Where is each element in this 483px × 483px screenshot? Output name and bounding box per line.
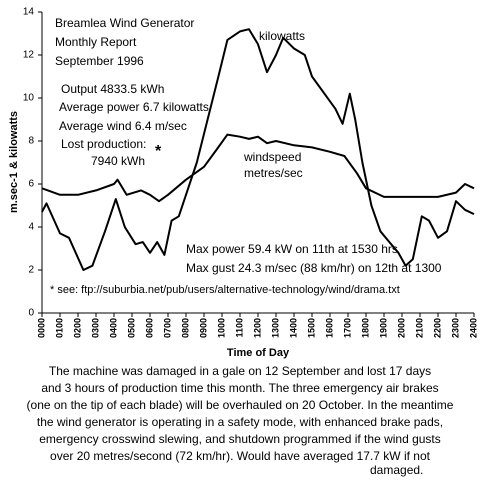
x-tick-label: 0500 — [126, 318, 136, 338]
x-tick-label: 1400 — [288, 318, 298, 338]
x-tick-label: 1900 — [378, 318, 388, 338]
x-tick-label: 0400 — [108, 318, 118, 338]
x-tick-label: 0300 — [90, 318, 100, 338]
annotation: September 1996 — [55, 54, 144, 68]
y-tick-label: 0 — [28, 308, 34, 319]
x-tick-label: 0200 — [72, 318, 82, 338]
y-tick-label: 6 — [28, 179, 34, 190]
x-tick-label: 0100 — [54, 318, 64, 338]
line-series — [41, 28, 475, 271]
y-axis-label: m.sec-1 & kilowatts — [8, 111, 20, 213]
caption-line: emergency crosswind slewing, and shutdow… — [39, 432, 441, 446]
y-tick-label: 4 — [28, 222, 34, 233]
x-tick-label: 1500 — [306, 318, 316, 338]
x-tick-label: 1700 — [342, 318, 352, 338]
x-tick-label: 0800 — [180, 318, 190, 338]
series-label: windspeed — [243, 150, 301, 164]
annotation: Max power 59.4 kW on 11th at 1530 hrs — [186, 242, 398, 256]
x-tick-label: 2000 — [396, 318, 406, 338]
caption-line: and 3 hours of production time this mont… — [41, 381, 438, 395]
series-label: metres/sec — [244, 166, 303, 180]
x-tick-label: 0600 — [144, 318, 154, 338]
line-series — [41, 133, 475, 203]
annotation: Max gust 24.3 m/sec (88 km/hr) on 12th a… — [186, 261, 442, 275]
x-tick-label: 1200 — [252, 318, 262, 338]
x-tick-label: 0000 — [36, 318, 46, 338]
x-tick-label: 0900 — [198, 318, 208, 338]
x-tick-label: 0700 — [162, 318, 172, 338]
y-tick-label: 8 — [28, 136, 34, 147]
annotation: Breamlea Wind Generator — [55, 16, 194, 30]
annotation: Average wind 6.4 m/sec — [59, 119, 187, 133]
caption-line: damaged. — [370, 463, 423, 477]
x-axis-label: Time of Day — [227, 347, 290, 359]
x-tick-label: 1100 — [234, 318, 244, 338]
annotation: Monthly Report — [55, 35, 137, 49]
caption-line: (one on the tip of each blade) will be o… — [27, 398, 454, 412]
annotation: * — [155, 143, 162, 160]
caption-line: The machine was damaged in a gale on 12 … — [49, 364, 431, 378]
x-tick-label: 2400 — [468, 318, 478, 338]
x-tick-label: 1600 — [324, 318, 334, 338]
x-tick-label: 1000 — [216, 318, 226, 338]
annotation: * see: ftp://suburbia.net/pub/users/alte… — [50, 284, 400, 296]
annotation: Lost production: — [61, 137, 146, 151]
annotation: Average power 6.7 kilowatts — [59, 100, 209, 114]
series-label: kilowatts — [259, 29, 305, 43]
x-tick-label: 1300 — [270, 318, 280, 338]
y-tick-label: 2 — [28, 265, 34, 276]
y-tick-label: 12 — [23, 50, 35, 61]
x-tick-label: 2200 — [432, 318, 442, 338]
y-tick-label: 10 — [23, 93, 35, 104]
caption-line: the wind generator is operating in a saf… — [37, 415, 443, 429]
x-tick-label: 1800 — [360, 318, 370, 338]
caption-line: over 20 metres/second (72 km/hr). Would … — [50, 449, 431, 463]
annotation: 7940 kWh — [91, 154, 145, 168]
x-tick-label: 2300 — [450, 318, 460, 338]
x-tick-label: 2100 — [414, 318, 424, 338]
y-tick-label: 14 — [23, 7, 35, 18]
annotation: Output 4833.5 kWh — [61, 82, 164, 96]
